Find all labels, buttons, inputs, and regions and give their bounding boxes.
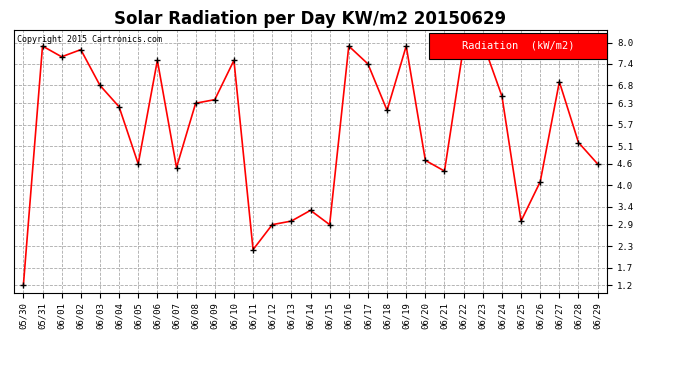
Title: Solar Radiation per Day KW/m2 20150629: Solar Radiation per Day KW/m2 20150629	[115, 10, 506, 28]
FancyBboxPatch shape	[429, 33, 607, 59]
Text: Radiation  (kW/m2): Radiation (kW/m2)	[462, 41, 575, 51]
Text: Copyright 2015 Cartronics.com: Copyright 2015 Cartronics.com	[17, 35, 161, 44]
